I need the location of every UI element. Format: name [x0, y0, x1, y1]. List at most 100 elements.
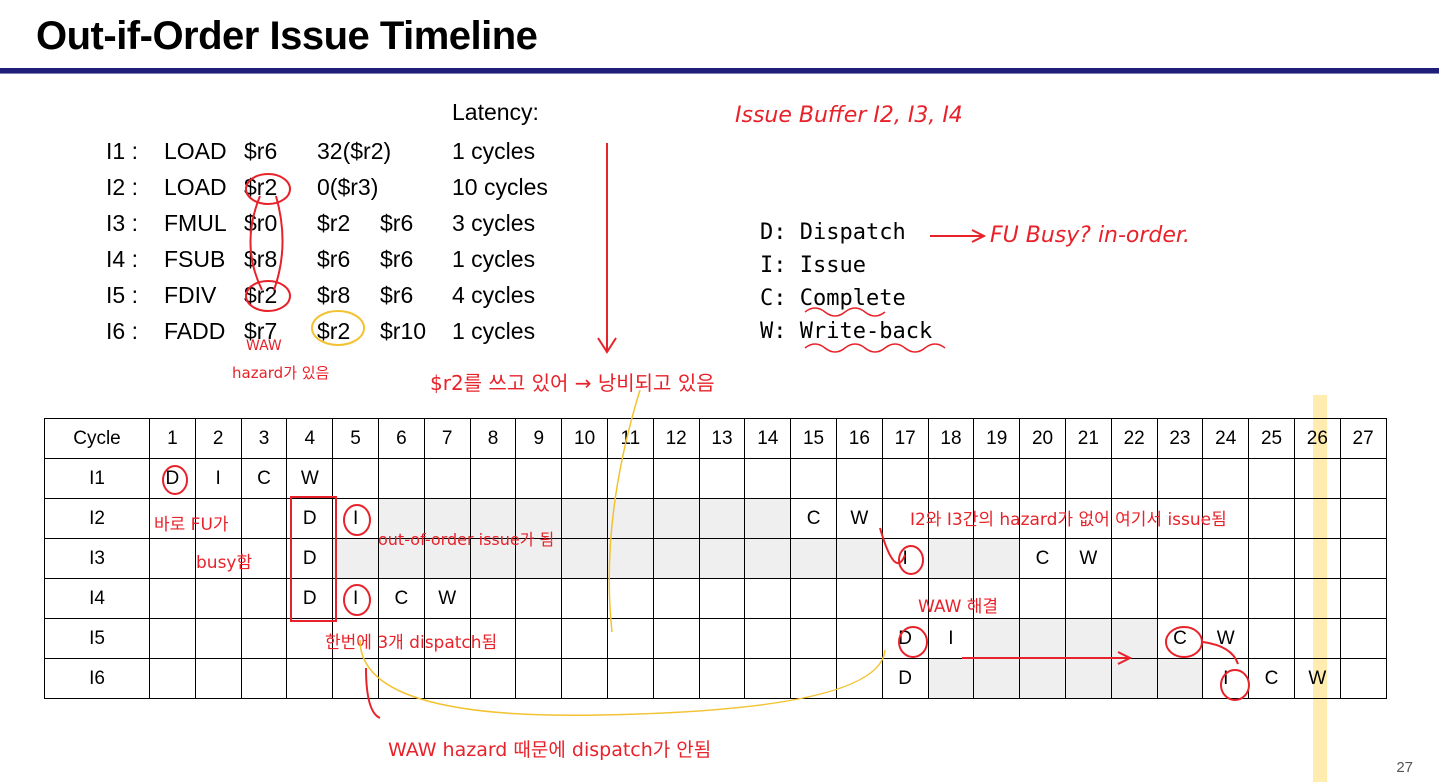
- timeline-cell: [515, 618, 563, 659]
- i6-issue-circle: [1220, 669, 1250, 701]
- bottom-arrow: [365, 667, 381, 719]
- timeline-cell: [744, 658, 792, 699]
- r2-circle-i6: [311, 310, 365, 346]
- timeline-cell: [469, 458, 517, 499]
- timeline-cell: [240, 538, 288, 579]
- instr-b: $r2: [317, 318, 351, 344]
- timeline-cell: [377, 498, 425, 539]
- instr-b: 32($r2): [317, 138, 392, 164]
- cycle-header: 26: [1293, 418, 1341, 459]
- instr-c: $r10: [380, 318, 427, 344]
- instr-lat: 1 cycles: [452, 318, 536, 344]
- yellow-curve-up: [608, 389, 641, 633]
- timeline-cell: [881, 458, 929, 499]
- timeline-cell: [1339, 498, 1387, 539]
- timeline-cell: C: [1248, 658, 1295, 699]
- timeline-cell: [423, 458, 471, 499]
- cycle-header: 9: [515, 418, 563, 459]
- timeline-cell: [423, 538, 471, 579]
- timeline-cell: [927, 658, 975, 699]
- timeline-cell: [835, 658, 883, 699]
- timeline-cell: W: [423, 578, 471, 619]
- timeline-cell: [1293, 538, 1341, 579]
- timeline-cell: W: [1064, 538, 1112, 579]
- timeline-cell: [1110, 578, 1158, 619]
- dispatch3-note: 한번에 3개 dispatch됨: [325, 633, 497, 653]
- timeline-cell: D: [149, 458, 196, 499]
- i1-dispatch-circle: [162, 465, 188, 495]
- timeline-cell: D: [286, 578, 334, 619]
- instr-b: $r6: [317, 246, 351, 272]
- waw-bottom-note: WAW hazard 때문에 dispatch가 안됨: [388, 739, 711, 761]
- timeline-cell: [1339, 538, 1387, 579]
- cycle-header: 11: [606, 418, 654, 459]
- timeline-cell: [652, 658, 700, 699]
- instr-c: $r6: [380, 210, 414, 236]
- timeline-cell: [423, 498, 471, 539]
- issue-buffer-note: Issue Buffer I2, I3, I4: [735, 103, 963, 128]
- timeline-cell: [1202, 538, 1250, 579]
- hazard-note: hazard가 있음: [232, 364, 329, 382]
- timeline-cell: [790, 618, 837, 659]
- timeline-cell: [1202, 578, 1250, 619]
- legend-item: D: Dispatch: [760, 220, 906, 245]
- timeline-cell: W: [1293, 658, 1341, 699]
- cycle-header: 7: [423, 418, 471, 459]
- instr-lat: 4 cycles: [452, 282, 536, 308]
- cycle-header: 17: [881, 418, 929, 459]
- timeline-cell: [835, 538, 883, 579]
- timeline-cell: [698, 658, 746, 699]
- timeline-cell: [790, 578, 837, 619]
- instr-id: I2 :: [106, 174, 138, 200]
- timeline-cell: [973, 538, 1021, 579]
- timeline-cell: [240, 618, 288, 659]
- i5-progress-arrow: [962, 651, 1133, 665]
- r2-circle-i5: [245, 280, 291, 312]
- table-row: I1 D I C W: [44, 458, 1387, 499]
- timeline-cell: [1019, 498, 1066, 539]
- timeline-cell: [652, 618, 700, 659]
- timeline-cell: [927, 538, 975, 579]
- instr-lat: 1 cycles: [452, 246, 536, 272]
- instr-op: FADD: [164, 318, 226, 344]
- cycle-header: 13: [698, 418, 746, 459]
- table-row: I4 D I C W: [44, 578, 1387, 619]
- timeline-cell: [1293, 618, 1341, 659]
- timeline-cell: [515, 538, 563, 579]
- timeline-cell: [194, 618, 242, 659]
- legend-item: I: Issue: [760, 253, 866, 278]
- instr-b: $r2: [317, 210, 351, 236]
- r2-note: $r2를 쓰고 있어 → 낭비되고 있음: [430, 371, 715, 395]
- instr-a: $r7: [244, 318, 278, 344]
- timeline-cell: [1339, 618, 1387, 659]
- timeline-cell: [927, 458, 975, 499]
- row-label: I1: [44, 458, 150, 499]
- timeline-cell: [606, 578, 654, 619]
- instr-lat: 3 cycles: [452, 210, 536, 236]
- timeline-cell: [1339, 458, 1387, 499]
- instr-id: I3 :: [106, 210, 138, 236]
- timeline-cell: C: [1019, 538, 1066, 579]
- r2-circle-i2: [245, 173, 291, 205]
- cycle-header: 21: [1064, 418, 1112, 459]
- timeline-cell: [423, 658, 471, 699]
- timeline-cell: [744, 538, 792, 579]
- timeline-cell: [515, 658, 563, 699]
- instr-op: FSUB: [164, 246, 226, 272]
- timeline-cell: [606, 658, 654, 699]
- timeline-cell: W: [286, 458, 334, 499]
- row-label: I2: [44, 498, 150, 539]
- timeline-cell: [561, 658, 608, 699]
- instr-op: LOAD: [164, 174, 227, 200]
- cycle-header: 12: [652, 418, 700, 459]
- timeline-cell: [1064, 498, 1112, 539]
- timeline-cell: D: [881, 658, 929, 699]
- timeline-cell: [240, 578, 288, 619]
- title-rule-thin: [0, 73, 1439, 74]
- i5-writeback-circle: [1165, 626, 1203, 658]
- instr-lat: 1 cycles: [452, 138, 536, 164]
- waw-link-2: [273, 195, 284, 291]
- cycle-header: 4: [286, 418, 334, 459]
- instr-a: $r2: [244, 174, 278, 200]
- complete-underline: [804, 307, 886, 317]
